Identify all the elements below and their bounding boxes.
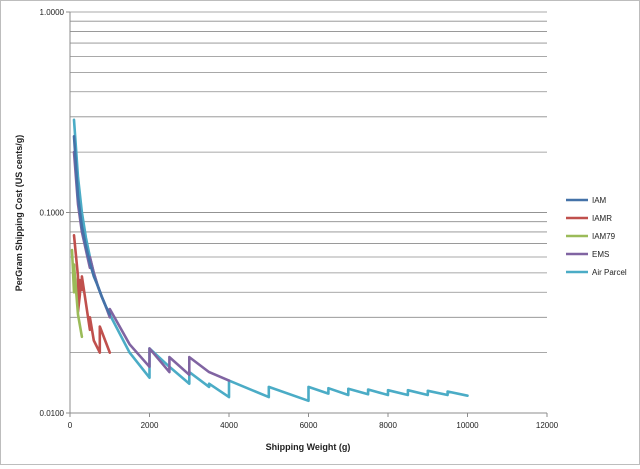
y-tick-label: 1.0000 (40, 8, 65, 17)
x-tick-label: 8000 (379, 421, 397, 430)
y-axis-ticks: 0.0100 0.1000 1.0000 (40, 8, 70, 418)
x-tick-label: 6000 (300, 421, 318, 430)
series-line-iamr (72, 234, 112, 354)
legend-label: IAMR (592, 214, 612, 223)
y-tick-label: 0.1000 (40, 209, 65, 218)
legend-label: Air Parcel (592, 268, 627, 277)
x-axis-label: Shipping Weight (g) (266, 442, 351, 452)
x-tick-label: 2000 (141, 421, 159, 430)
legend: IAM IAMR IAM79 EMS Air Parcel (566, 196, 627, 277)
series-layer (70, 118, 469, 403)
x-tick-label: 4000 (220, 421, 238, 430)
legend-label: IAM (592, 196, 607, 205)
y-tick-label: 0.0100 (40, 409, 65, 418)
grid-lines (70, 11, 547, 354)
series-line-iam79 (70, 248, 84, 339)
x-tick-label: 10000 (456, 421, 479, 430)
legend-label: EMS (592, 250, 609, 259)
x-axis-ticks: 0 2000 4000 6000 8000 10000 12000 (68, 413, 559, 430)
x-tick-label: 0 (68, 421, 73, 430)
series-line-iam (72, 135, 112, 316)
y-axis-label: PerGram Shipping Cost (US cents/g) (14, 135, 24, 292)
x-tick-label: 12000 (536, 421, 559, 430)
series-line-air-parcel (72, 118, 469, 403)
legend-label: IAM79 (592, 232, 616, 241)
